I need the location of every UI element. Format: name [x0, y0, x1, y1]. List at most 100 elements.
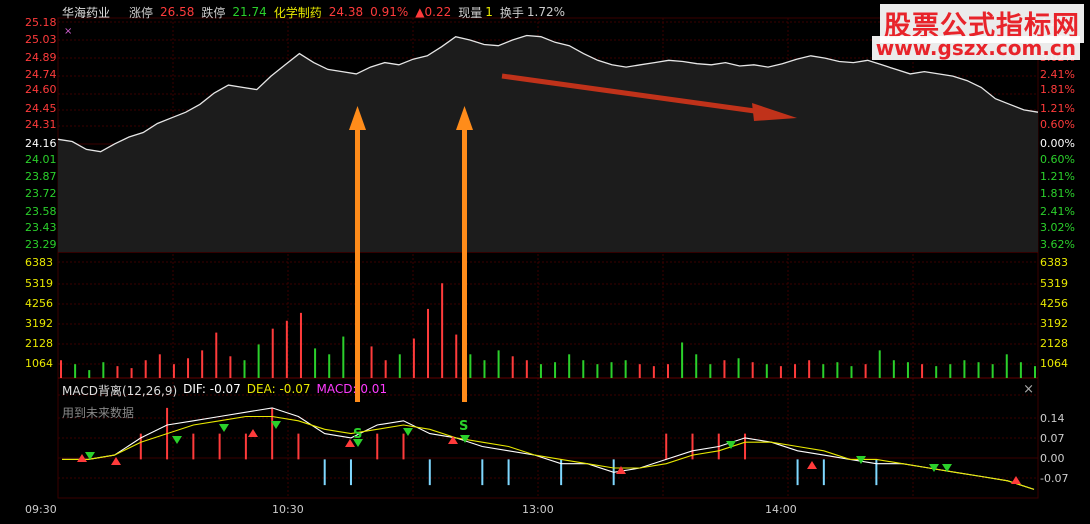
- volume-bar: [596, 364, 599, 378]
- volume-bar: [201, 350, 204, 378]
- volume-axis-label: 6383: [1040, 256, 1068, 269]
- buy-signal-marker: [1011, 476, 1021, 484]
- volume-bar: [285, 320, 288, 378]
- pct-axis-label: 3.62%: [1040, 238, 1075, 251]
- buy-signal-marker: [616, 466, 626, 474]
- sector-change: ▲0.22: [415, 5, 452, 19]
- volume-bar: [215, 332, 218, 378]
- time-axis-label: 09:30: [25, 503, 57, 516]
- volume-axis-label: 3192: [1040, 317, 1068, 330]
- indicator-header: MACD背离(12,26,9) DIF: -0.07 DEA: -0.07 MA…: [62, 382, 387, 399]
- buy-signal-marker: [248, 429, 258, 437]
- volume-label: 现量: [458, 5, 483, 20]
- price-axis-label: 24.60: [25, 83, 57, 96]
- pct-axis-label: 2.41%: [1040, 205, 1075, 218]
- volume-bar: [737, 358, 740, 378]
- sell-signal-marker: [403, 428, 413, 436]
- volume-bar: [342, 336, 345, 378]
- volume-axis-label: 1064: [1040, 357, 1068, 370]
- volume-bar: [384, 360, 387, 378]
- volume-bar: [88, 370, 91, 378]
- price-area: [58, 35, 1038, 252]
- volume-bar: [794, 364, 797, 378]
- price-axis-label: 24.45: [25, 102, 57, 115]
- volume-bar: [850, 366, 853, 378]
- volume-bar: [991, 364, 994, 378]
- sell-signal-marker: [271, 421, 281, 429]
- price-axis-label: 25.03: [25, 33, 57, 46]
- price-axis-label: 24.01: [25, 153, 57, 166]
- divergence-s-mark: S: [353, 427, 362, 442]
- volume-bar: [455, 334, 458, 378]
- volume-bar: [949, 364, 952, 378]
- volume-bar: [709, 364, 712, 378]
- volume-bar: [638, 364, 641, 378]
- pct-axis-label: 0.60%: [1040, 153, 1075, 166]
- price-axis-label: 23.87: [25, 170, 57, 183]
- sell-signal-marker: [353, 439, 363, 447]
- volume-bar: [441, 283, 444, 378]
- volume-bar: [935, 366, 938, 378]
- close-icon[interactable]: ×: [1023, 382, 1034, 397]
- volume-bar: [666, 364, 669, 378]
- volume-bar: [906, 362, 909, 378]
- price-axis-label: 25.18: [25, 16, 57, 29]
- buy-signal-marker: [448, 436, 458, 444]
- sell-signal-marker: [172, 436, 182, 444]
- volume-bar: [864, 364, 867, 378]
- sell-signal-marker: [856, 456, 866, 464]
- price-axis-label: 23.43: [25, 221, 57, 234]
- volume-bar: [328, 354, 331, 378]
- volume-bar: [652, 366, 655, 378]
- sell-signal-marker: [942, 464, 952, 472]
- volume-bar: [1019, 362, 1022, 378]
- pct-axis-label: 1.21%: [1040, 170, 1075, 183]
- macd-axis-label: -0.07: [1040, 472, 1068, 485]
- turnover-value: 1.72%: [526, 5, 566, 19]
- volume-bar: [187, 358, 190, 378]
- pct-axis-label: 1.81%: [1040, 83, 1075, 96]
- time-axis-label: 14:00: [765, 503, 797, 516]
- annotation-arrow-shaft: [462, 128, 467, 402]
- volume-bar: [398, 354, 401, 378]
- volume-bar: [751, 362, 754, 378]
- dif-value: DIF: -0.07: [183, 382, 241, 396]
- time-axis-label: 13:00: [522, 503, 554, 516]
- sell-signal-marker: [219, 424, 229, 432]
- volume-bar: [144, 360, 147, 378]
- sector-label[interactable]: 化学制药: [273, 5, 322, 20]
- sector-price: 24.38: [328, 5, 364, 19]
- indicator-name[interactable]: MACD背离(12,26,9): [62, 384, 178, 398]
- buy-signal-marker: [111, 457, 121, 465]
- price-axis-label: 24.16: [25, 137, 57, 150]
- volume-bar: [1034, 366, 1036, 378]
- volume-bar: [582, 360, 585, 378]
- price-axis-label: 24.31: [25, 118, 57, 131]
- volume-value: 1: [485, 5, 493, 19]
- volume-axis-label: 2128: [1040, 337, 1068, 350]
- volume-bar: [963, 360, 966, 378]
- pct-axis-label: 1.81%: [1040, 187, 1075, 200]
- limit-down-value: 21.74: [232, 5, 267, 19]
- future-data-note: 用到未来数据: [62, 406, 135, 420]
- volume-bar: [921, 364, 924, 378]
- buy-signal-marker: [77, 454, 87, 462]
- sell-signal-marker: [460, 435, 470, 443]
- turnover-label: 换手: [499, 5, 524, 20]
- volume-axis-label: 3192: [25, 317, 53, 330]
- annotation-arrow-shaft: [355, 128, 360, 402]
- limit-up-label: 涨停: [129, 5, 154, 20]
- limit-down-label: 跌停: [201, 5, 226, 20]
- pct-axis-label: 3.02%: [1040, 221, 1075, 234]
- volume-bar: [977, 362, 980, 378]
- price-axis-label: 24.74: [25, 68, 57, 81]
- divergence-s-mark: S: [459, 419, 468, 434]
- pct-axis-label: 0.60%: [1040, 118, 1075, 131]
- annotation-arrow-head: [349, 106, 366, 130]
- price-axis-label: 23.58: [25, 205, 57, 218]
- volume-axis-label: 1064: [25, 357, 53, 370]
- macd-axis-label: 0.14: [1040, 412, 1065, 425]
- volume-bar: [878, 350, 881, 378]
